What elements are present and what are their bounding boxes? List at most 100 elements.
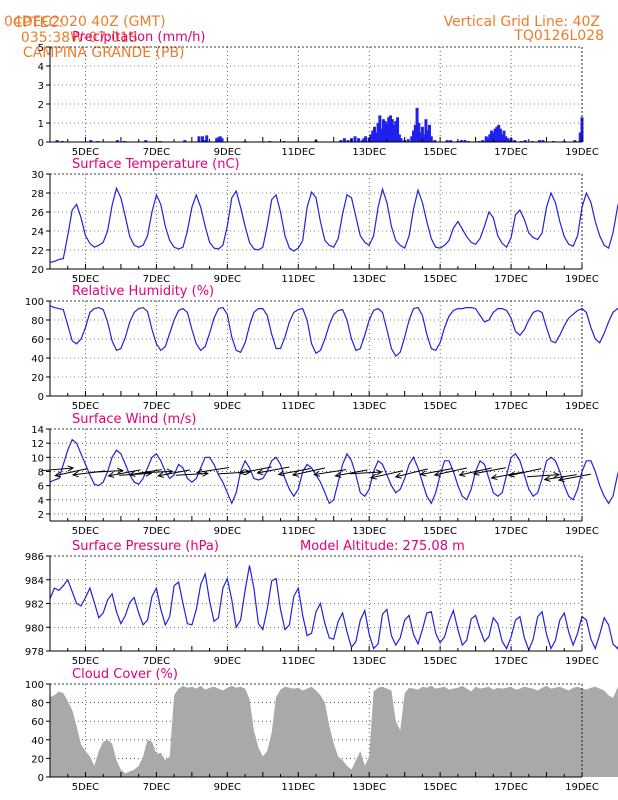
x-date-label: 11DEC: [281, 526, 315, 537]
y-tick-label: 0: [38, 392, 44, 403]
panel-1: [46, 46, 584, 143]
precip-bar: [413, 124, 417, 142]
x-date-label: 19DEC: [565, 656, 599, 667]
precip-bar: [390, 119, 394, 142]
precip-bar: [218, 136, 222, 142]
precip-bar: [364, 136, 368, 142]
precip-bar: [385, 123, 389, 142]
precip-bar: [580, 117, 584, 142]
y-tick-label: 14: [31, 425, 44, 436]
y-tick-label: 10: [31, 453, 44, 464]
precip-bar: [541, 140, 545, 142]
y-tick-label: 22: [31, 246, 44, 257]
x-date-label: 13DEC: [352, 526, 386, 537]
precip-bar: [491, 132, 495, 142]
x-date-label: 11DEC: [281, 274, 315, 285]
precip-bar: [417, 123, 421, 142]
x-date-label: 13DEC: [352, 656, 386, 667]
wind-arrow-shaft: [526, 474, 560, 478]
panel-4: [41, 428, 618, 522]
wind-arrow-shaft: [41, 467, 74, 472]
x-date-label: 15DEC: [423, 526, 457, 537]
y-tick-label: 3: [38, 81, 44, 92]
x-date-label: 9DEC: [214, 147, 241, 158]
precip-bar: [388, 115, 392, 142]
wind-arrow-head: [313, 470, 321, 477]
y-tick-label: 80: [31, 699, 44, 710]
header-coords: 035:38W-07:01S: [20, 30, 138, 46]
wind-arrow-head: [166, 468, 174, 475]
y-tick-label: 24: [31, 227, 44, 238]
panel-title: Surface Wind (m/s): [72, 412, 196, 427]
precip-bar: [215, 138, 219, 142]
precip-bar: [415, 107, 419, 142]
y-tick-label: 4: [38, 496, 44, 507]
wind-arrow-head: [543, 475, 551, 482]
precip-bar: [353, 136, 357, 142]
precip-bar: [502, 130, 506, 142]
series-line-3: [49, 305, 618, 358]
series-line-4: [49, 438, 618, 505]
x-date-label: 7DEC: [143, 782, 170, 793]
precip-bar: [216, 137, 220, 142]
precip-bar: [495, 126, 499, 142]
y-tick-label: 40: [31, 354, 44, 365]
precip-bar: [445, 140, 449, 142]
y-tick-label: 12: [31, 439, 44, 450]
wind-arrow-head: [128, 470, 136, 477]
wind-arrow-head: [490, 474, 498, 481]
x-date-label: 13DEC: [352, 782, 386, 793]
x-date-label: 7DEC: [143, 274, 170, 285]
y-tick-label: 80: [31, 316, 44, 327]
wind-arrow-shaft: [395, 468, 428, 478]
panel-6: [46, 683, 618, 778]
x-date-label: 19DEC: [565, 526, 599, 537]
precip-bar: [396, 117, 400, 142]
y-tick-label: 30: [31, 170, 44, 181]
panel-title: Precipitation (mm/h): [72, 30, 205, 45]
y-tick-label: 4: [38, 62, 44, 73]
x-date-label: 13DEC: [352, 274, 386, 285]
x-date-label: 5DEC: [72, 782, 99, 793]
y-tick-label: 986: [25, 552, 44, 563]
precip-bar: [498, 128, 502, 142]
precip-bar: [376, 123, 380, 142]
precip-bar: [383, 121, 387, 142]
y-tick-label: 0: [38, 138, 44, 149]
wind-arrow-shaft: [370, 470, 404, 479]
x-date-label: 15DEC: [423, 147, 457, 158]
x-date-label: 11DEC: [281, 656, 315, 667]
precip-bar: [463, 140, 467, 142]
panel-title: Cloud Cover (%): [72, 667, 178, 682]
precip-bar: [392, 124, 396, 142]
wind-arrow-head: [67, 465, 75, 472]
wind-arrow-head: [557, 476, 565, 483]
header-code: TQ0126L028: [514, 28, 604, 44]
wind-arrow-head: [244, 469, 252, 476]
panel-2: [46, 173, 618, 270]
y-tick-label: 28: [31, 189, 44, 200]
precip-bar: [500, 134, 504, 142]
precip-bar: [362, 138, 366, 142]
x-date-label: 5DEC: [72, 656, 99, 667]
header-grid-note: Vertical Grid Line: 40Z: [443, 14, 600, 30]
x-date-label: 7DEC: [143, 401, 170, 412]
precip-bar: [506, 138, 510, 142]
x-date-label: 17DEC: [494, 274, 528, 285]
y-tick-label: 984: [25, 576, 44, 587]
precip-bar: [504, 136, 508, 142]
precip-bar: [378, 115, 382, 142]
x-date-label: 15DEC: [423, 656, 457, 667]
precip-bar: [201, 136, 205, 142]
cloud-cover-area: [50, 685, 618, 777]
header-location: CAMPINA GRANDE (PB): [22, 45, 185, 61]
x-date-label: 7DEC: [143, 656, 170, 667]
panel-title: Surface Pressure (hPa): [72, 539, 219, 554]
precip-bar: [486, 138, 490, 142]
precip-bar: [369, 134, 373, 142]
precip-bar: [578, 132, 582, 142]
precip-bar: [360, 140, 364, 142]
precip-bar: [513, 140, 517, 142]
y-tick-label: 60: [31, 717, 44, 728]
